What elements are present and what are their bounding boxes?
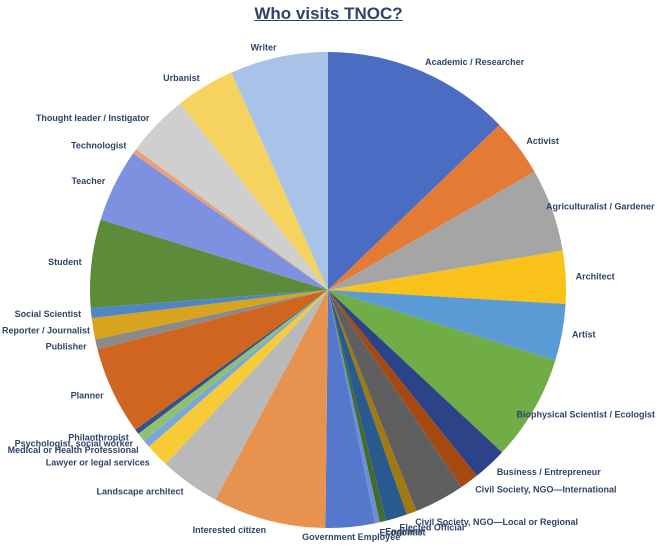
pie-slice-thought-leader-instigator <box>136 103 328 290</box>
slice-label-medical-or-health-professional: Medical or Health Professional <box>8 445 139 455</box>
slice-label-writer: Writer <box>251 42 277 52</box>
pie-slice-engineer <box>328 290 387 523</box>
slice-label-economist: Economist <box>380 528 426 538</box>
slice-label-publisher: Publisher <box>46 342 88 352</box>
pie-slice-teacher <box>100 153 329 290</box>
pie-slice-unlabeled-8 <box>328 290 462 511</box>
pie-slice-artist <box>328 290 566 361</box>
pie-slice-reporter-journalist <box>91 290 329 340</box>
pie-slice-elected-official <box>328 290 407 521</box>
slice-label-thought-leader-instigator: Thought leader / Instigator <box>36 113 150 123</box>
slice-label-business-entrepreneur: Business / Entrepreneur <box>497 467 602 477</box>
pie-slice-urbanist <box>180 72 328 290</box>
slice-label-agriculturalist-gardener: Agriculturalist / Gardener <box>546 202 655 212</box>
slice-label-technologist: Technologist <box>71 141 126 151</box>
pie-slice-social-scientist <box>90 290 328 319</box>
pie-slice-economist <box>328 290 380 524</box>
pie-slice-interested-citizen <box>215 290 328 528</box>
pie-slice-business-entrepreneur <box>328 290 503 476</box>
slice-label-academic-researcher: Academic / Researcher <box>425 57 525 67</box>
pie-slice-student <box>90 219 328 308</box>
slice-label-civil-society-ngo-local-or-regional: Civil Society, NGO—Local or Regional <box>415 517 578 527</box>
slice-label-architect: Architect <box>576 272 615 282</box>
pie-slice-technologist <box>133 149 328 290</box>
slice-label-activist: Activist <box>526 136 559 146</box>
slice-label-reporter-journalist: Reporter / Journalist <box>2 325 90 335</box>
pie-slice-philanthropist <box>135 290 328 434</box>
slice-label-government-employee: Government Employee <box>302 532 400 542</box>
pie-slice-landscape-architect <box>165 290 328 500</box>
pie-slice-writer <box>231 52 328 290</box>
pie-slice-civil-society-ngo-local-or-regional <box>328 290 417 515</box>
pie-slice-architect <box>328 250 567 305</box>
chart-title: Who visits TNOC? <box>254 4 403 23</box>
pie-slice-biophysical-scientist-ecologist <box>328 290 556 453</box>
slice-label-interested-citizen: Interested citizen <box>193 525 267 535</box>
slice-label-social-scientist: Social Scientist <box>15 309 82 319</box>
slice-label-psychologist-social-worker: Psychologist, social worker <box>15 439 134 449</box>
pie-slice-activist <box>328 124 535 291</box>
slice-label-civil-society-ngo-international: Civil Society, NGO—International <box>475 485 616 495</box>
pie-slice-agriculturalist-gardener <box>328 171 563 290</box>
pie-slice-government-employee <box>325 290 375 529</box>
pie-slice-psychologist-social-worker <box>138 290 328 441</box>
slice-label-student: Student <box>48 257 82 267</box>
pie-slice-civil-society-ngo-international <box>328 290 477 488</box>
slice-label-philanthropist: Philanthropist <box>68 433 129 443</box>
slice-label-biophysical-scientist-ecologist: Biophysical Scientist / Ecologist <box>517 409 656 419</box>
slice-label-planner: Planner <box>71 391 105 401</box>
pie-slice-publisher <box>95 290 329 350</box>
slice-label-landscape-architect: Landscape architect <box>96 487 183 497</box>
pie-slice-lawyer-or-legal-services <box>148 290 328 465</box>
slice-label-urbanist: Urbanist <box>163 73 200 83</box>
slice-label-artist: Artist <box>572 329 596 339</box>
slice-label-lawyer-or-legal-services: Lawyer or legal services <box>46 458 150 468</box>
slice-label-teacher: Teacher <box>71 176 105 186</box>
pie-slice-academic-researcher <box>328 52 500 290</box>
pie-slices <box>90 52 567 529</box>
pie-slice-planner <box>97 290 329 430</box>
pie-labels: Academic / Researcher Activist Agricultura… <box>2 42 655 542</box>
pie-slice-medical-or-health-professional <box>143 290 328 447</box>
slice-label-elected-official: Elected Official <box>399 523 464 533</box>
slice-label-engineer: Engineer <box>385 526 424 536</box>
